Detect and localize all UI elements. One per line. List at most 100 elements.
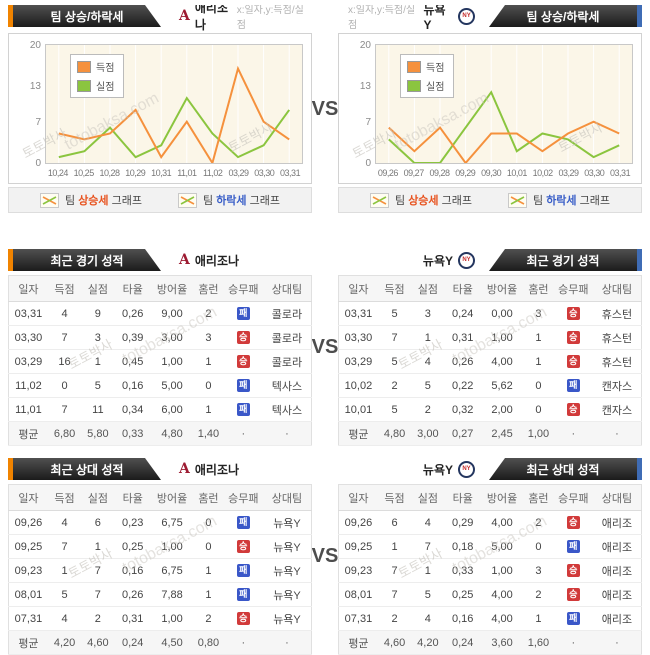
table-cell: 7	[377, 582, 412, 607]
chart-box-right: 0 7 13 20 득점 실점 09,26 09,27 09,28 09,29 09,30 10,0…	[338, 33, 642, 184]
win-badge: 승	[236, 355, 250, 368]
table-cell: 6	[377, 510, 412, 535]
recent-games-panel-left: 최근 경기 성적 A 애리조나 일자 득점 실점 타율 방어율 홈런 승무패 상대팀 03,31…	[8, 249, 312, 446]
tab-trend-left: 팀 상승/하락세	[13, 5, 161, 27]
table-cell: 애리조	[592, 582, 642, 607]
table-cell: 텍사스	[262, 373, 312, 398]
loss-badge: 패	[236, 379, 250, 392]
table-cell: 07,31	[8, 606, 48, 631]
table-cell: 5,80	[81, 421, 115, 446]
table-cell: ·	[592, 421, 642, 446]
table-cell: ·	[223, 630, 263, 655]
table-cell: 08,01	[8, 582, 48, 607]
table-cell: 패	[553, 373, 593, 398]
table-cell: 0,16	[114, 373, 151, 398]
table-cell: 0,80	[193, 630, 224, 655]
table-cell: 4	[411, 606, 445, 631]
win-badge: 승	[236, 540, 250, 553]
table-row: 10,02 2 5 0,22 5,62 0 패 캔자스	[338, 373, 642, 398]
up-trend-graph-button[interactable]: 팀 상승세 그래프	[40, 192, 142, 208]
table-cell: 승	[223, 349, 263, 374]
table-cell: 1	[411, 325, 445, 350]
table-cell: 승	[223, 325, 263, 350]
table-cell: 뉴욕Y	[262, 558, 312, 583]
up-trend-graph-button[interactable]: 팀 상승세 그래프	[370, 192, 472, 208]
table-cell: 1	[193, 582, 224, 607]
recent-games-table-left: 일자 득점 실점 타율 방어율 홈런 승무패 상대팀 03,31 4 9 0,26 9,00 2 패 콜로라 0…	[8, 275, 312, 446]
loss-badge: 패	[236, 403, 250, 416]
table-cell: 11,02	[8, 373, 48, 398]
table-cell: 승	[553, 510, 593, 535]
table-cell: 텍사스	[262, 397, 312, 422]
win-badge: 승	[236, 331, 250, 344]
table-cell: 패	[223, 373, 263, 398]
legend-swatch	[77, 60, 91, 73]
series-line-득점	[388, 120, 620, 163]
table-cell: 07,31	[338, 606, 378, 631]
table-cell: 5	[377, 349, 412, 374]
table-row: 09,26 6 4 0,29 4,00 2 승 애리조	[338, 510, 642, 535]
x-axis-tick: 09,29	[455, 168, 476, 178]
legend-item: 득점	[77, 59, 114, 74]
trend-lines-icon	[178, 192, 197, 208]
team-right: 뉴욕Y NY	[423, 249, 475, 271]
table-cell: 6,75	[150, 510, 194, 535]
team-name-left: 애리조나	[194, 462, 240, 477]
tab-head-to-head: 최근 상대 성적	[489, 458, 637, 480]
trend-lines-icon	[40, 192, 59, 208]
tab-label: 최근 경기 성적	[50, 253, 124, 268]
table-cell: 4,80	[150, 421, 194, 446]
table-cell: 09,26	[338, 510, 378, 535]
table-row: 03,29 16 1 0,45 1,00 1 승 콜로라	[8, 349, 312, 374]
x-axis-tick: 03,30	[254, 168, 275, 178]
team-left: A 애리조나	[179, 5, 237, 32]
table-cell: 0	[193, 510, 224, 535]
table-cell: 0,00	[480, 301, 524, 326]
table-cell: 5	[411, 373, 445, 398]
table-cell: 0,29	[444, 510, 481, 535]
table-row: 09,23 1 7 0,16 6,75 1 패 뉴욕Y	[8, 558, 312, 583]
table-row: 09,25 7 1 0,25 1,00 0 승 뉴욕Y	[8, 534, 312, 559]
down-trend-graph-button[interactable]: 팀 하락세 그래프	[508, 192, 610, 208]
table-cell: 승	[553, 325, 593, 350]
chart-box-left: 0 7 13 20 득점 실점 10,24 10,25 10,28 10,29 10,31 11,0…	[8, 33, 312, 184]
x-axis-tick: 03,31	[610, 168, 631, 178]
table-cell: 5,00	[150, 373, 194, 398]
tab-recent-games: 최근 경기 성적	[13, 249, 161, 271]
column-header: 득점	[377, 484, 412, 511]
table-cell: ·	[262, 421, 312, 446]
table-row: 03,29 5 4 0,26 4,00 1 승 휴스턴	[338, 349, 642, 374]
column-header: 타율	[114, 484, 151, 511]
x-axis-tick: 10,24	[47, 168, 69, 178]
column-header: 일자	[8, 484, 48, 511]
team-name-left: 애리조나	[194, 253, 240, 268]
table-cell: 4,00	[480, 349, 524, 374]
x-axis-tick: 10,25	[73, 168, 95, 178]
column-header: 상대팀	[262, 275, 312, 302]
x-axis-tick: 10,02	[532, 168, 554, 178]
column-header: 방어율	[150, 275, 194, 302]
down-trend-graph-button[interactable]: 팀 하락세 그래프	[178, 192, 280, 208]
table-cell: ·	[592, 630, 642, 655]
table-cell: 4,20	[411, 630, 445, 655]
tab-label: 팀 상승/하락세	[50, 9, 124, 24]
table-cell: 1,00	[150, 606, 194, 631]
tab-recent-games: 최근 경기 성적	[489, 249, 637, 271]
table-cell: 1	[81, 534, 115, 559]
table-cell: 0,39	[114, 325, 151, 350]
tab-trend-right: 팀 상승/하락세	[489, 5, 637, 27]
table-cell: 2	[193, 301, 224, 326]
newyork-logo: NY	[458, 460, 475, 478]
table-cell: 평균	[8, 630, 48, 655]
head-to-head-row: 최근 상대 성적 A 애리조나 일자 득점 실점 타율 방어율 홈런 승무패 상대팀 09,26…	[8, 458, 642, 655]
x-axis-tick: 03,31	[280, 168, 301, 178]
column-header: 홈런	[193, 275, 224, 302]
table-row: 03,30 7 1 0,31 1,00 1 승 휴스턴	[338, 325, 642, 350]
table-cell: ·	[223, 421, 263, 446]
table-cell: 0,34	[114, 397, 151, 422]
y-axis-tick: 7	[365, 116, 371, 128]
series-line-실점	[388, 90, 620, 163]
table-cell: 캔자스	[592, 373, 642, 398]
table-cell: 4	[47, 301, 82, 326]
trend-header-left: 팀 상승/하락세 A 애리조나 x:일자,y:득점/실점	[8, 5, 312, 32]
